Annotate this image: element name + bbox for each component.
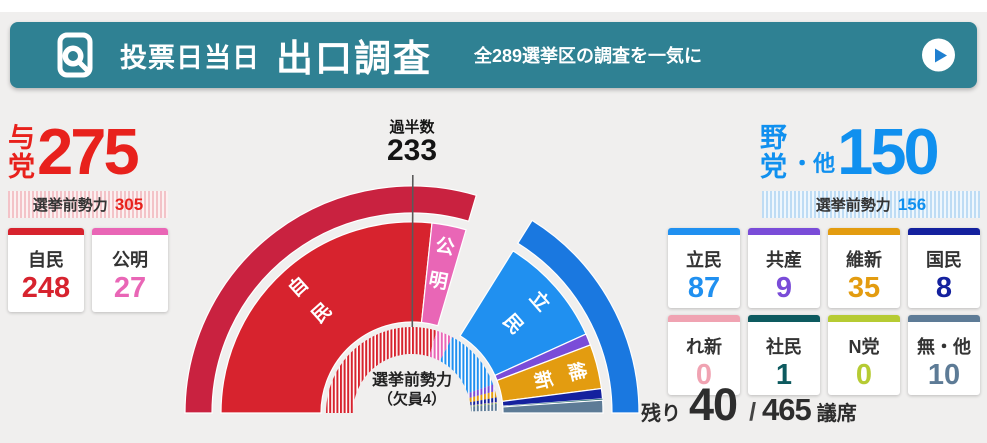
arc-inner-社民	[470, 402, 498, 407]
party-seats: 10	[927, 359, 961, 391]
remaining-label: 残り	[641, 403, 681, 425]
party-color-bar	[8, 228, 84, 235]
party-seats: 27	[113, 272, 147, 304]
play-icon	[934, 48, 947, 62]
banner-title-main: 出口調査	[276, 38, 432, 79]
ruling-pre-strength-strip: 選挙前勢力 305	[8, 191, 168, 218]
party-box-国民[interactable]: 国民 8	[908, 228, 980, 308]
banner-title-prefix: 投票日当日	[120, 42, 260, 73]
arc-inner-国民	[470, 397, 498, 406]
party-name: N党	[848, 337, 880, 357]
party-name: 無・他	[917, 337, 971, 357]
majority-marker-label: 過半数 233	[352, 119, 472, 166]
arc-inner-維新	[469, 391, 497, 403]
party-box-共産[interactable]: 共産 9	[748, 228, 820, 308]
opposition-party-grid: 立民 87 共産 9 維新 35 国民 8 れ新 0 社民 1 N党 0 無・他 10	[668, 228, 980, 395]
arc-middle-自民	[220, 221, 433, 414]
exit-poll-magnifier-icon	[56, 32, 96, 78]
party-name: 立民	[686, 250, 722, 270]
center-note-line1: 選挙前勢力	[371, 372, 453, 389]
party-name: 公明	[112, 250, 148, 270]
ruling-party-boxes: 自民 248 公明 27	[8, 228, 168, 312]
ruling-pre-strength-seats: 305	[114, 194, 144, 214]
remaining-value: 40	[689, 379, 738, 430]
ruling-pre-strength-label: 選挙前勢力	[32, 197, 108, 214]
remaining-total: 465	[762, 392, 812, 427]
party-box-公明[interactable]: 公明 27	[92, 228, 168, 312]
party-seats: 35	[847, 272, 881, 304]
remaining-unit: 議席	[816, 403, 857, 425]
opposition-pre-strength-seats: 156	[897, 194, 927, 214]
party-seats: 9	[775, 272, 793, 304]
party-color-bar	[828, 228, 900, 235]
opposition-pre-strength-strip: 選挙前勢力 156	[762, 191, 980, 218]
party-box-維新[interactable]: 維新 35	[828, 228, 900, 308]
party-color-bar	[908, 228, 980, 235]
segment-label-公明: 明	[427, 268, 450, 293]
party-color-bar	[748, 228, 820, 235]
exit-poll-banner[interactable]: 投票日当日 出口調査 全289選挙区の調査を一気に	[10, 22, 977, 88]
party-name: 国民	[926, 250, 962, 270]
arc-inner-N党	[470, 403, 498, 407]
ruling-bloc-label: 与党	[8, 123, 35, 182]
opposition-bloc-label: 野党	[760, 123, 787, 182]
ruling-bloc-header: 与党 275	[8, 115, 140, 188]
party-color-bar	[668, 315, 740, 322]
party-seats: 8	[935, 272, 953, 304]
opposition-bloc-seats: 150	[837, 115, 939, 188]
arc-outer-野党・他	[516, 219, 640, 414]
party-color-bar	[828, 315, 900, 322]
arc-middle-無・他	[502, 399, 604, 414]
arc-inner-無・他	[470, 403, 498, 412]
banner-subtitle: 全289選挙区の調査を一気に	[474, 46, 703, 66]
play-button[interactable]	[922, 38, 955, 72]
party-color-bar	[92, 228, 168, 235]
party-name: 共産	[766, 250, 802, 270]
page-top-strip	[0, 0, 987, 12]
opposition-pre-strength-label: 選挙前勢力	[815, 197, 891, 214]
party-box-れ新[interactable]: れ新 0	[668, 315, 740, 395]
arc-middle-公明	[420, 222, 467, 327]
party-seats: 1	[775, 359, 793, 391]
majority-marker-line	[411, 174, 414, 328]
party-name: れ新	[686, 337, 722, 357]
ruling-bloc-seats: 275	[37, 115, 139, 188]
party-color-bar	[668, 228, 740, 235]
chart-center-note: 選挙前勢力 （欠員4）	[372, 371, 452, 410]
party-seats: 0	[855, 359, 873, 391]
party-name: 自民	[28, 250, 64, 270]
center-note-line2: （欠員4）	[377, 391, 447, 408]
majority-value: 233	[386, 134, 438, 168]
arc-inner-立民	[439, 337, 494, 394]
party-box-自民[interactable]: 自民 248	[8, 228, 84, 312]
arc-inner-れ新	[470, 402, 498, 406]
arc-inner-自民	[326, 327, 437, 413]
party-box-無・他[interactable]: 無・他 10	[908, 315, 980, 395]
arc-inner-公明	[429, 330, 453, 361]
majority-label: 過半数	[389, 119, 435, 136]
party-name: 社民	[766, 337, 802, 357]
party-box-N党[interactable]: N党 0	[828, 315, 900, 395]
opposition-bloc-suffix: ・他	[791, 151, 836, 176]
party-seats: 87	[687, 272, 721, 304]
party-name: 維新	[846, 250, 882, 270]
arc-outer-与党	[184, 185, 478, 414]
remaining-seats: 残り 40 / 465 議席	[641, 379, 857, 431]
party-color-bar	[908, 315, 980, 322]
party-box-社民[interactable]: 社民 1	[748, 315, 820, 395]
arc-inner-共産	[467, 384, 496, 398]
segment-label-公明: 公	[434, 234, 457, 259]
opposition-bloc-header: 野党 ・他 150	[760, 115, 940, 188]
party-seats: 0	[695, 359, 713, 391]
party-color-bar	[748, 315, 820, 322]
party-box-立民[interactable]: 立民 87	[668, 228, 740, 308]
remaining-separator: /	[749, 398, 757, 426]
party-seats: 248	[21, 272, 71, 304]
